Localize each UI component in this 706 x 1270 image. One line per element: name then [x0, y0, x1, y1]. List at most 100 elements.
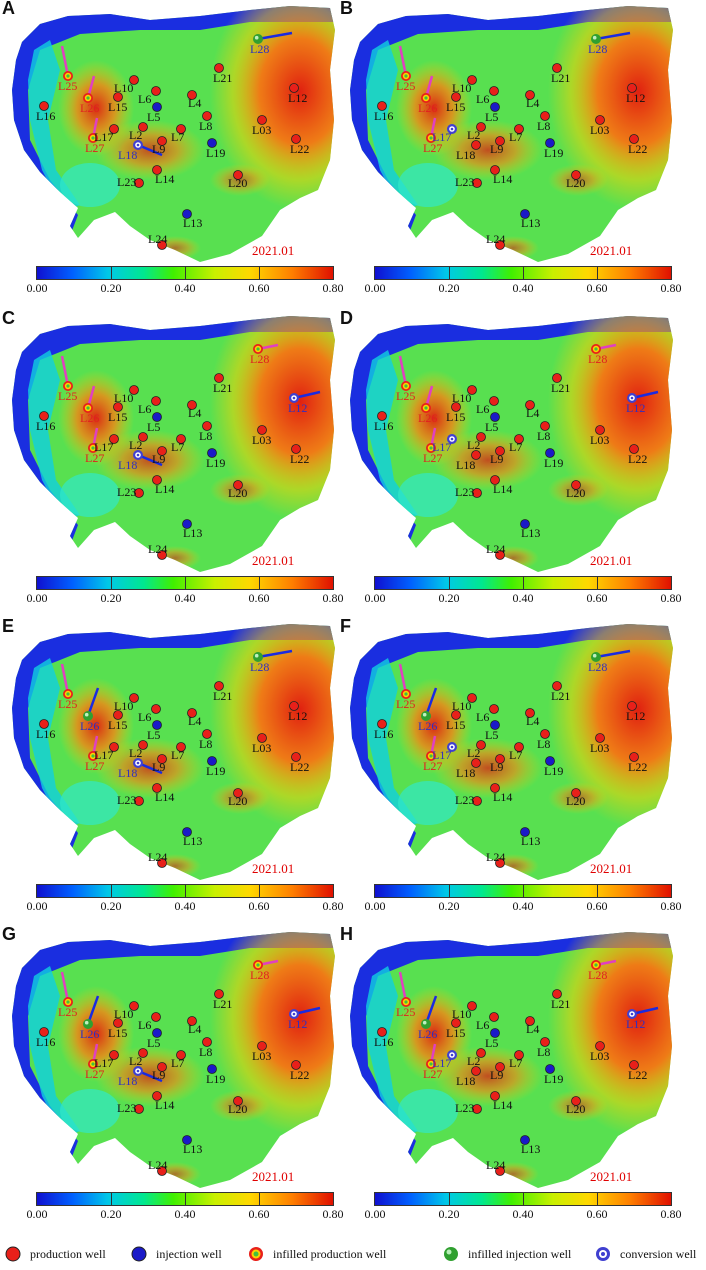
conversion-well-marker [627, 1009, 637, 1019]
infilled-production-well-marker [88, 443, 98, 453]
production-well-marker [176, 124, 186, 134]
production-well-marker [627, 701, 637, 711]
colorbar-tick-label: 0.20 [100, 281, 122, 295]
well-label: L18 [456, 1074, 475, 1088]
well-label: L23 [117, 1101, 136, 1115]
legend-infilled-injection-label: infilled injection well [468, 1246, 572, 1261]
map-panel-f: L25 L26 L27 L17 L28 L10 L6 L4 L21 L12 L16 L15 L5 L8 L0… [338, 616, 682, 918]
well-label: L16 [36, 1035, 55, 1049]
well-label: L7 [171, 130, 184, 144]
production-well-marker [39, 1027, 49, 1037]
production-well-marker [472, 178, 482, 188]
production-well-marker [134, 178, 144, 188]
production-well-marker [571, 480, 581, 490]
injection-well-marker [545, 448, 555, 458]
well-label: L6 [138, 1018, 151, 1032]
injection-well-marker [182, 827, 192, 837]
production-well-marker [629, 134, 639, 144]
date-label: 2021.01 [252, 243, 295, 258]
production-well-marker [476, 1048, 486, 1058]
well-label: L20 [228, 794, 247, 808]
infilled-production-well-marker [401, 997, 411, 1007]
production-well-marker [151, 1012, 161, 1022]
injection-well-marker [207, 138, 217, 148]
well-label: L28 [588, 352, 607, 366]
production-well-marker [176, 742, 186, 752]
infilled-production-well-marker [63, 689, 73, 699]
injection-trajectory-line [595, 31, 631, 41]
production-well-marker [257, 733, 267, 743]
well-label: L24 [486, 232, 505, 246]
conversion-well-marker [133, 450, 143, 460]
well-label: L21 [213, 71, 232, 85]
well-label: L24 [486, 850, 505, 864]
production-well-marker [552, 63, 562, 73]
production-well-marker [129, 75, 139, 85]
well-label: L9 [152, 760, 165, 774]
well-label: L4 [526, 714, 539, 728]
production-well-marker [214, 373, 224, 383]
colorbar-tick-mark [111, 577, 112, 589]
production-well-marker [552, 373, 562, 383]
colorbar-tick-mark [185, 267, 186, 279]
well-label: L15 [108, 718, 127, 732]
well-label: L14 [493, 172, 512, 186]
well-label: L9 [152, 1068, 165, 1082]
production-well-marker [489, 1012, 499, 1022]
injection-well-marker [152, 1028, 162, 1038]
injection-well-marker [207, 1064, 217, 1074]
production-well-marker [187, 708, 197, 718]
well-label: L2 [129, 438, 142, 452]
well-label: L17 [94, 130, 113, 144]
well-label: L10 [114, 1007, 133, 1021]
production-well-marker [109, 1050, 119, 1060]
production-well-marker [214, 63, 224, 73]
well-label: L25 [58, 1005, 77, 1019]
panel-letter: A [2, 0, 15, 18]
well-label: L20 [566, 794, 585, 808]
production-well-marker [525, 1016, 535, 1026]
well-label: L6 [138, 402, 151, 416]
colorbar-tick-mark [449, 885, 450, 897]
infill-trajectory-line [398, 355, 408, 387]
production-well-marker [291, 1060, 301, 1070]
conversion-well-marker [289, 393, 299, 403]
well-label: L22 [628, 760, 647, 774]
legend-infilled-injection: infilled injection well [442, 1246, 571, 1262]
production-well-marker [495, 1062, 505, 1072]
panel-letter: G [2, 924, 17, 944]
infill-trajectory-line [60, 355, 70, 387]
well-label: L13 [183, 834, 202, 848]
well-label: L28 [250, 968, 269, 982]
colorbar [36, 1192, 334, 1206]
well-label: L10 [452, 81, 471, 95]
colorbar-tick-label: 0.80 [322, 1207, 344, 1221]
infilled-injection-well-marker [253, 652, 263, 662]
colorbar-tick-mark [111, 267, 112, 279]
production-well-marker [451, 92, 461, 102]
well-label: L24 [148, 1158, 167, 1172]
production-well-marker [233, 480, 243, 490]
well-label: L28 [250, 660, 269, 674]
well-label: L7 [171, 748, 184, 762]
production-well-marker [629, 444, 639, 454]
well-label: L5 [485, 728, 498, 742]
well-label: L4 [188, 406, 201, 420]
well-label: L15 [108, 1026, 127, 1040]
infilled-production-well-marker [401, 689, 411, 699]
well-label: L16 [374, 1035, 393, 1049]
production-well-marker [113, 92, 123, 102]
conversion-well-marker [627, 393, 637, 403]
production-well-marker [514, 742, 524, 752]
colorbar-tick-label: 0.20 [100, 1207, 122, 1221]
well-label: L26 [80, 101, 99, 115]
production-well-marker [571, 788, 581, 798]
infilled-production-well-marker [591, 344, 601, 354]
well-label: L15 [108, 410, 127, 424]
injection-well-marker [490, 412, 500, 422]
well-label: L03 [252, 741, 271, 755]
infill-trajectory-line [398, 663, 408, 695]
infilled-production-well-marker [63, 71, 73, 81]
production-well-marker [291, 752, 301, 762]
